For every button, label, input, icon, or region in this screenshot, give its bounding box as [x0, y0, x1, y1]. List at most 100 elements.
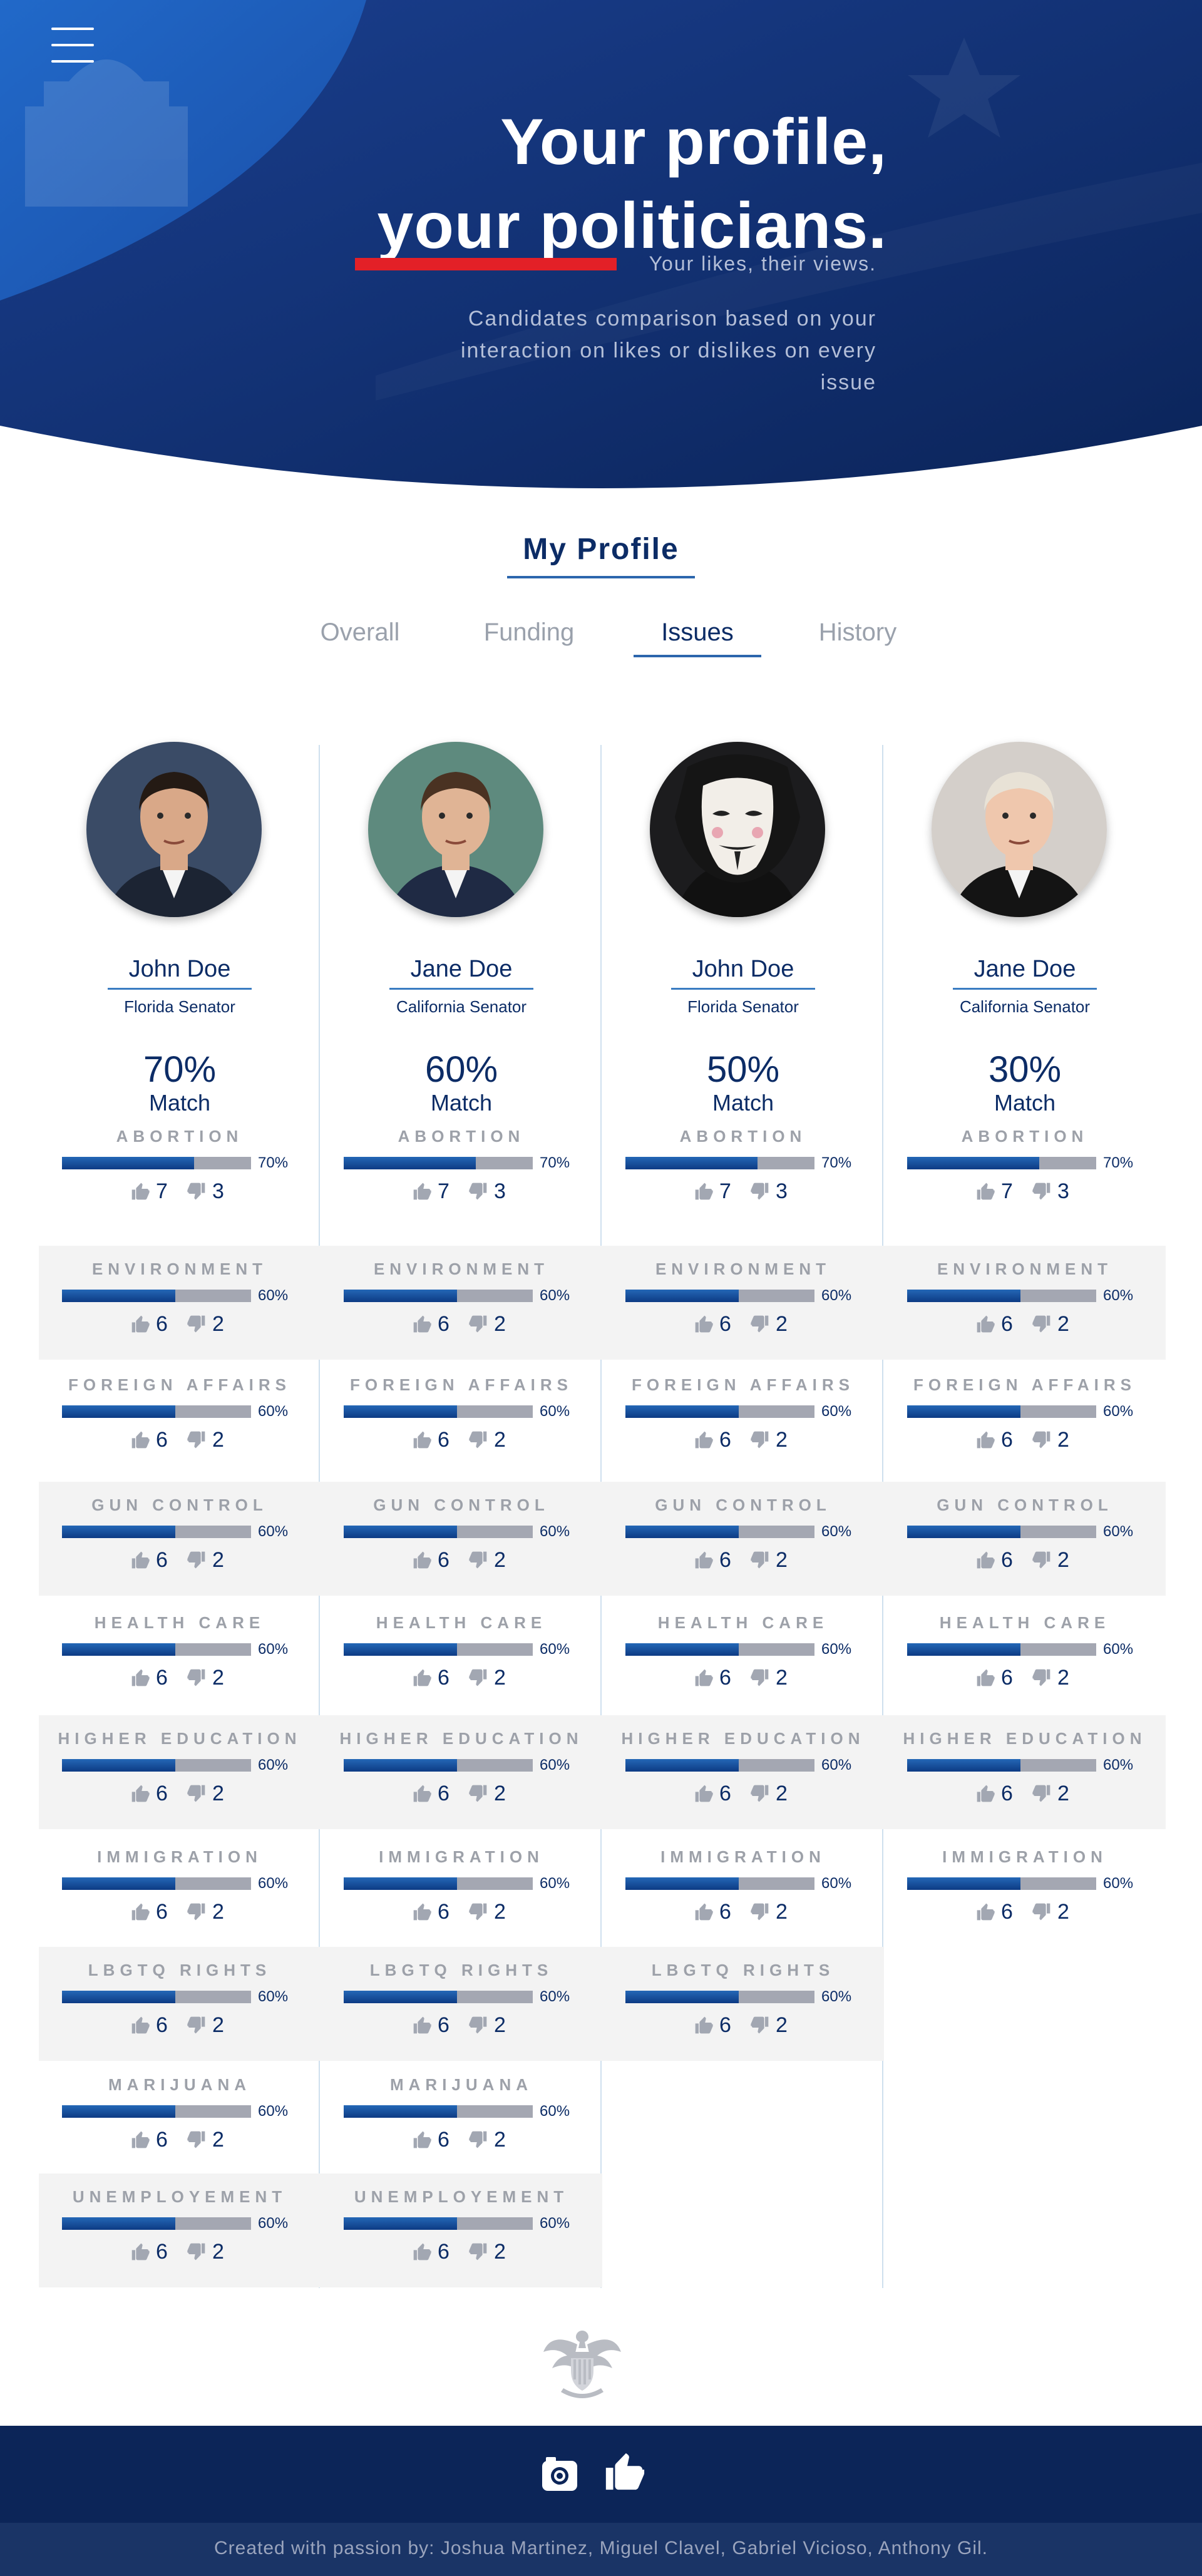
issue-name: GUN CONTROL	[937, 1496, 1113, 1514]
like-count: 6	[156, 1782, 168, 1805]
issue-votes: 6 2	[411, 1665, 574, 1690]
tab-overall[interactable]: Overall	[320, 618, 400, 646]
issue-row: ABORTION 70% 7 3	[321, 1113, 602, 1227]
thumbs-down-icon	[187, 1315, 205, 1333]
issue-progress-fill	[625, 1991, 739, 2003]
thumbs-down-icon	[187, 1669, 205, 1686]
dislike-count: 2	[776, 1548, 788, 1572]
dislike-count: 2	[776, 1900, 788, 1924]
issue-percent: 70%	[258, 1154, 289, 1171]
hamburger-menu-icon[interactable]	[51, 28, 96, 63]
thumbs-down-icon	[187, 1183, 205, 1200]
profile-title: My Profile	[523, 533, 679, 566]
issue-progress-fill	[344, 1290, 458, 1302]
issue-progress-fill	[344, 2217, 458, 2230]
thumbs-down-icon	[751, 1431, 769, 1449]
candidate-avatar[interactable]	[932, 742, 1107, 917]
issue-progress-fill	[907, 1290, 1021, 1302]
candidate-photo-icon	[932, 742, 1107, 917]
issue-votes: 7 3	[975, 1179, 1138, 1204]
tab-history[interactable]: History	[818, 618, 897, 646]
issue-percent: 60%	[540, 1757, 570, 1773]
issue-row: MARIJUANA 60% 6 2	[39, 2061, 321, 2175]
issue-progress-bar	[907, 1643, 1096, 1656]
issue-votes: 6 2	[693, 1899, 856, 1924]
like-count: 6	[438, 2240, 449, 2264]
dislike-count: 2	[494, 1428, 506, 1452]
issue-progress-fill	[62, 2217, 176, 2230]
issue-percent: 60%	[258, 1523, 289, 1540]
dislike-count: 2	[1057, 1666, 1069, 1690]
thumbs-down-icon	[469, 1785, 487, 1802]
thumbs-up-icon	[131, 1431, 150, 1449]
thumbs-down-icon	[469, 1183, 487, 1200]
issue-percent: 60%	[258, 1403, 289, 1420]
candidate-avatar[interactable]	[650, 742, 825, 917]
issue-progress-bar	[62, 1526, 251, 1538]
issue-progress-fill	[907, 1877, 1021, 1890]
issue-percent: 60%	[821, 1875, 852, 1892]
issue-row: HEALTH CARE 60% 6 2	[884, 1599, 1166, 1713]
thumbs-up-icon	[977, 1551, 995, 1569]
issue-progress-bar	[907, 1759, 1096, 1772]
candidate-name[interactable]: John Doe	[692, 956, 794, 982]
issue-name: GUN CONTROL	[655, 1496, 831, 1514]
issue-percent: 60%	[1103, 1641, 1134, 1658]
issue-progress-bar	[62, 1759, 251, 1772]
footer-credit: Created with passion by: Joshua Martinez…	[213, 2538, 988, 2558]
candidate-avatar[interactable]	[86, 742, 262, 917]
issue-progress-bar	[625, 1157, 814, 1169]
issue-votes: 6 2	[130, 1665, 292, 1690]
profile-tabs: Overall Funding Issues History	[0, 613, 1202, 657]
issue-name: ABORTION	[398, 1127, 525, 1146]
issue-name: ENVIRONMENT	[373, 1260, 550, 1278]
thumbs-up-icon	[131, 1903, 150, 1921]
dislike-count: 2	[1057, 1782, 1069, 1805]
candidate-name[interactable]: Jane Doe	[410, 956, 513, 982]
thumbs-down-icon	[187, 2131, 205, 2148]
issue-name: HEALTH CARE	[94, 1613, 265, 1632]
like-count: 6	[438, 1782, 449, 1805]
candidate-photo-icon	[86, 742, 262, 917]
issue-progress-bar	[62, 1877, 251, 1890]
candidate-avatar[interactable]	[368, 742, 543, 917]
issue-percent: 70%	[1103, 1154, 1134, 1171]
dislike-count: 2	[494, 1666, 506, 1690]
thumbs-up-icon	[413, 2243, 431, 2260]
issue-votes: 6 2	[693, 1311, 856, 1337]
issue-progress-bar	[344, 1290, 533, 1302]
issue-votes: 6 2	[975, 1547, 1138, 1573]
like-count: 7	[1001, 1179, 1013, 1203]
like-count: 6	[156, 2240, 168, 2264]
tab-funding[interactable]: Funding	[483, 618, 575, 646]
issue-votes: 6 2	[411, 1899, 574, 1924]
issue-row: HIGHER EDUCATION 60% 6 2	[602, 1715, 884, 1829]
candidate-name[interactable]: Jane Doe	[973, 956, 1076, 982]
thumbs-down-icon	[1032, 1903, 1050, 1921]
hero-banner: Your profile, your politicians. Your lik…	[0, 0, 1202, 495]
issue-percent: 60%	[258, 1988, 289, 2005]
thumbs-up-icon	[977, 1183, 995, 1200]
issue-name: MARIJUANA	[108, 2075, 251, 2094]
instagram-icon[interactable]	[540, 2455, 580, 2498]
dislike-count: 2	[1057, 1428, 1069, 1452]
issue-votes: 7 3	[693, 1179, 856, 1204]
issue-name: ENVIRONMENT	[655, 1260, 831, 1278]
issue-row: ABORTION 70% 7 3	[602, 1113, 884, 1227]
issue-name: ABORTION	[679, 1127, 807, 1146]
candidate-name-underline	[953, 988, 1097, 990]
issue-votes: 6 2	[975, 1427, 1138, 1452]
issue-percent: 60%	[821, 1403, 852, 1420]
thumbs-up-icon	[695, 1669, 713, 1686]
dislike-count: 2	[212, 1312, 224, 1336]
dislike-count: 2	[776, 1666, 788, 1690]
hero-background	[0, 0, 1202, 488]
presidential-seal-icon	[538, 2319, 626, 2401]
issue-votes: 6 2	[693, 2013, 856, 2038]
thumbs-down-icon	[469, 2131, 487, 2148]
thumbs-down-icon	[751, 1903, 769, 1921]
tab-issues[interactable]: Issues	[634, 613, 761, 657]
candidate-name[interactable]: John Doe	[128, 956, 231, 982]
issue-votes: 6 2	[411, 1311, 574, 1337]
facebook-like-icon[interactable]	[602, 2450, 646, 2496]
